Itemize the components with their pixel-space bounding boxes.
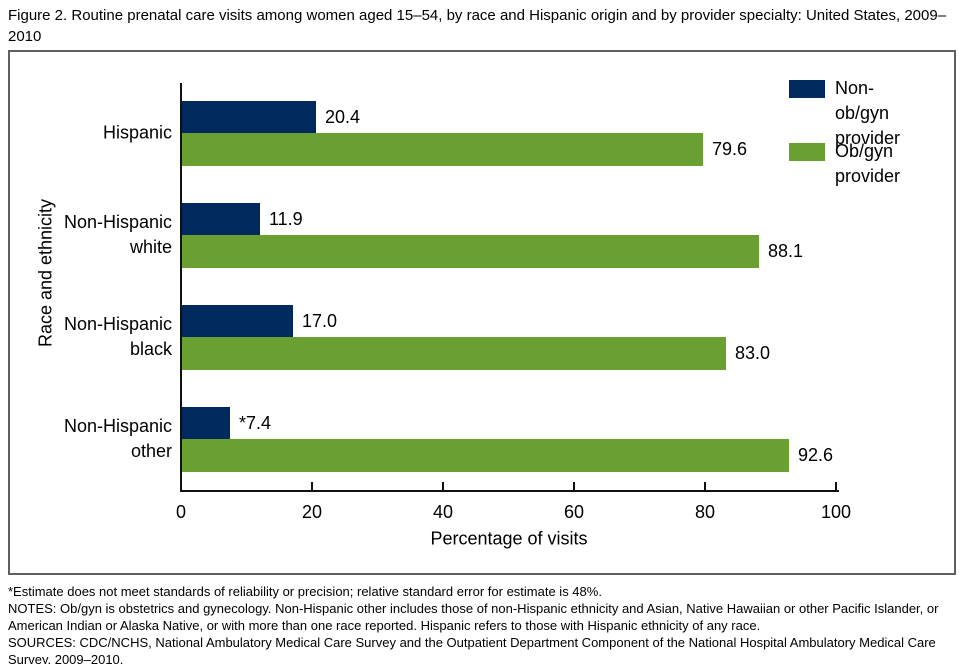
category-label: Non-Hispanic black (63, 314, 172, 359)
x-axis-tick-label: 20 (301, 502, 323, 522)
bar-value-label: *7.4 (239, 412, 272, 433)
bar-value-label: 83.0 (735, 343, 771, 363)
legend-label-obgyn: Ob/gyn provider (835, 141, 901, 186)
x-axis-title: Percentage of visits (430, 528, 588, 549)
bar-value-label: 88.1 (768, 241, 804, 261)
bar-value-label: 11.9 (269, 208, 303, 229)
y-axis-line (180, 83, 182, 492)
bar-value-label: 79.6 (712, 139, 748, 159)
bar-non-obgyn-non-hispanic-other (182, 407, 230, 439)
x-axis-tick-label: 100 (820, 502, 852, 522)
footnotes: *Estimate does not meet standards of rel… (8, 583, 954, 664)
bar-non-obgyn-hispanic (182, 101, 316, 133)
x-axis-tick (311, 482, 313, 492)
x-axis-tick (573, 482, 575, 492)
x-axis-tick-label: 80 (694, 502, 716, 522)
x-axis-tick (704, 482, 706, 492)
legend-label-non-obgyn: Non-ob/gyn provider (835, 78, 901, 148)
category-label: Non-Hispanic other (63, 416, 172, 461)
x-axis-tick (180, 482, 182, 492)
bar-obgyn-hispanic (182, 133, 703, 166)
category-label: Non-Hispanic white (63, 212, 172, 257)
legend-item-non-obgyn: Non-ob/gyn provider (789, 78, 900, 148)
bar-value-label: 20.4 (325, 106, 361, 127)
x-axis-tick-label: 40 (432, 502, 454, 522)
category-label: Hispanic (102, 122, 172, 143)
bar-obgyn-non-hispanic-black (182, 337, 726, 370)
bar-obgyn-non-hispanic-other (182, 439, 789, 472)
x-axis-tick-label: 0 (175, 502, 187, 522)
footnote-estimate: *Estimate does not meet standards of rel… (8, 584, 602, 599)
legend-swatch-obgyn (789, 143, 825, 161)
bar-value-label: 92.6 (798, 445, 834, 465)
legend-swatch-non-obgyn (789, 80, 825, 98)
figure-title: Figure 2. Routine prenatal care visits a… (8, 7, 947, 45)
x-axis-tick-label: 60 (563, 502, 585, 522)
bar-non-obgyn-non-hispanic-black (182, 305, 293, 337)
footnote-notes: NOTES: Ob/gyn is obstetrics and gynecolo… (8, 601, 939, 633)
footnote-sources: SOURCES: CDC/NCHS, National Ambulatory M… (8, 635, 936, 664)
x-axis-tick (442, 482, 444, 492)
bar-obgyn-non-hispanic-white (182, 235, 759, 268)
bar-value-label: 17.0 (302, 310, 338, 331)
y-axis-title: Race and ethnicity (35, 198, 56, 348)
x-axis-line (180, 490, 839, 492)
legend-item-obgyn: Ob/gyn provider (789, 141, 900, 186)
x-axis-tick (835, 482, 837, 492)
bar-non-obgyn-non-hispanic-white (182, 203, 260, 235)
